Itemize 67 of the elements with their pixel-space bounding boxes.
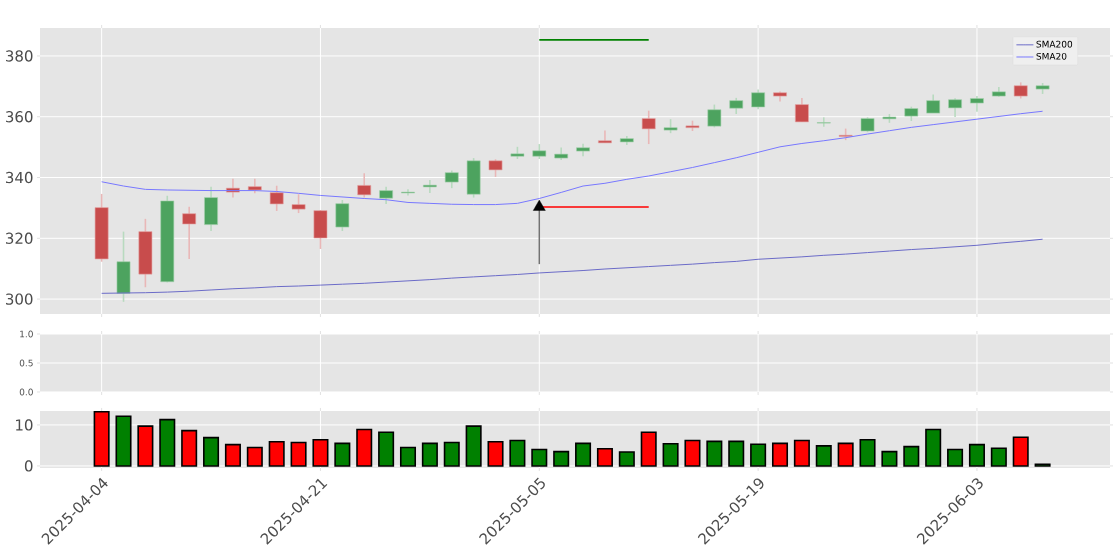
bar [706,440,723,467]
bar [771,442,789,467]
y-tick-label: 300 [6,293,33,305]
candlestick [948,97,962,118]
candlestick [357,172,372,199]
bar [487,440,504,467]
bar [378,431,395,467]
bar [137,425,154,467]
bar [203,436,220,467]
bar [553,450,570,467]
bar [1012,436,1029,467]
candlestick [816,116,831,128]
bar [465,425,482,467]
bar [115,415,132,467]
bar [181,429,198,467]
bar [93,411,110,467]
candlestick [926,93,941,114]
y-tick-label: 320 [6,232,33,244]
candlestick [641,109,656,145]
bar [356,428,373,467]
bar [618,451,635,467]
candlestick [795,97,809,123]
y-tick-label: 0.0 [19,388,33,396]
bar [596,447,613,467]
bar [968,443,985,467]
bar [750,443,767,467]
candlestick [269,184,284,212]
y-tick-label: 380 [6,50,33,62]
bar [662,442,679,467]
bar [947,448,964,467]
bar [399,446,417,467]
y-tick-label: 0.5 [19,359,33,367]
candlestick [335,199,350,232]
bar [925,428,942,467]
bar [793,439,810,467]
y-tick-label: 0 [24,460,33,472]
candlestick [751,88,765,110]
candlestick [291,193,306,214]
y-tick-label: 10 [16,419,33,431]
y-tick-label: 1.0 [20,330,33,338]
bar [815,445,832,467]
bar [531,448,548,467]
bar [575,442,592,467]
legend-label: SMA20 [1036,52,1067,60]
bar [421,442,438,467]
legend-label: SMA200 [1036,40,1073,48]
bar [159,418,176,467]
bar [640,431,657,467]
bar [246,446,263,467]
candlestick [598,129,612,144]
y-tick-label: 340 [6,171,33,184]
bar [684,439,701,467]
y-tick-label: 360 [6,111,33,123]
bar [290,441,307,467]
bar [881,450,898,467]
bar [837,442,854,467]
bar [224,443,241,467]
bar [903,445,920,467]
bar [443,441,460,467]
candlestick [182,205,197,260]
bar [268,440,285,467]
bar [312,438,329,467]
bar [859,438,876,467]
bar [990,447,1007,467]
bar [509,439,526,467]
bar [334,442,351,467]
bar [728,440,745,467]
